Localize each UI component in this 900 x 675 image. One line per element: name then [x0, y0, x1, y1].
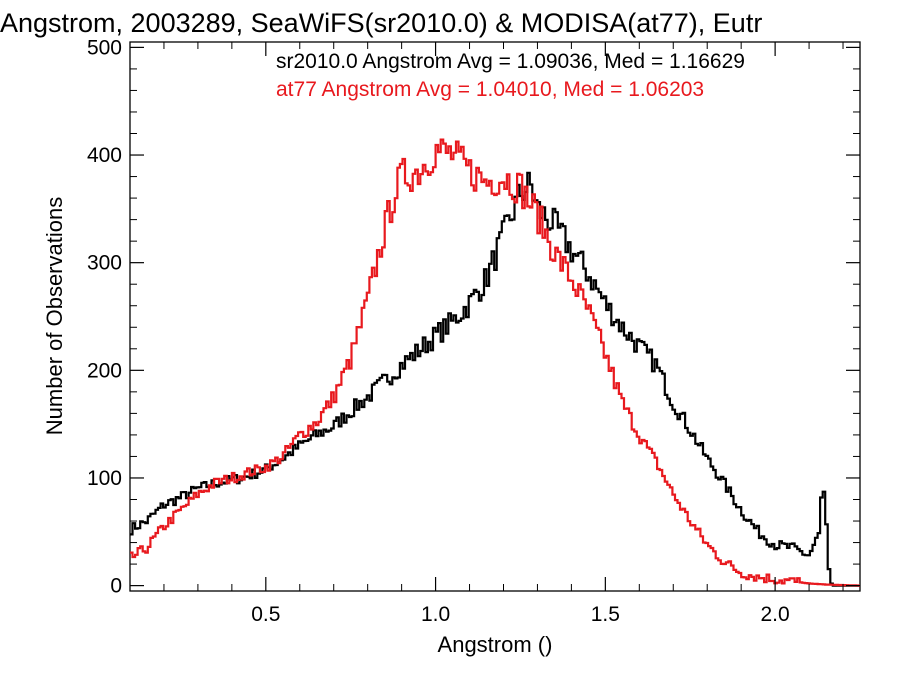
x-tick-label: 0.5	[251, 603, 280, 626]
series-line-sr2010-0	[130, 171, 860, 587]
y-tick-label: 300	[87, 252, 122, 275]
annotation-sr2010-stats: sr2010.0 Angstrom Avg = 1.09036, Med = 1…	[276, 50, 745, 73]
y-tick-label: 200	[87, 359, 122, 382]
y-tick-label: 0	[110, 575, 122, 598]
y-tick-label: 100	[87, 467, 122, 490]
plot-area: 0.5 1.0 1.5 2.0 0 100 200 300 400 500	[87, 36, 861, 626]
y-axis-label: Number of Observations	[42, 197, 67, 435]
x-tick-label: 1.5	[591, 603, 620, 626]
plot-frame	[129, 41, 861, 592]
x-tick-label: 2.0	[761, 603, 790, 626]
series-line-at77	[130, 138, 860, 587]
x-tick-label: 1.0	[421, 603, 450, 626]
series-layer	[130, 138, 860, 587]
y-tick-label: 400	[87, 144, 122, 167]
y-tick-label: 500	[87, 36, 122, 59]
chart-title: Angstrom, 2003289, SeaWiFS(sr2010.0) & M…	[0, 8, 762, 38]
x-axis-label: Angstrom ()	[438, 632, 553, 657]
ticks-layer: 0.5 1.0 1.5 2.0 0 100 200 300 400 500	[87, 36, 860, 626]
annotation-at77-stats: at77 Angstrom Avg = 1.04010, Med = 1.062…	[276, 78, 704, 101]
